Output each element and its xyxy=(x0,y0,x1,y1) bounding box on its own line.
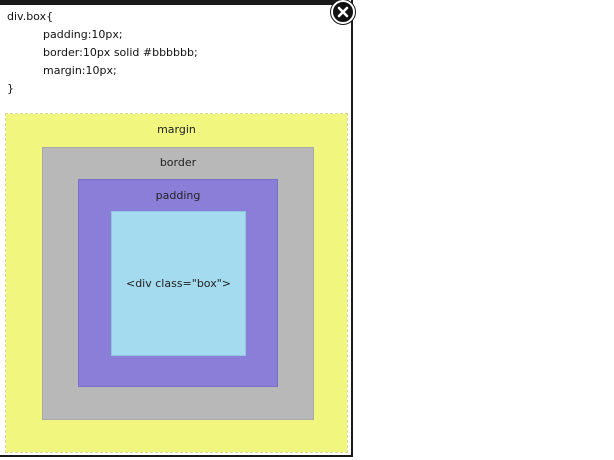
code-line-margin: margin:10px; xyxy=(43,64,117,77)
code-line-border: border:10px solid #bbbbbb; xyxy=(43,46,198,59)
content-area: <div class="box"> xyxy=(111,211,246,356)
margin-area: margin border padding <div class="box"> xyxy=(6,114,347,452)
css-code-block: div.box{ padding:10px; border:10px solid #… xyxy=(7,8,198,98)
code-line-padding: padding:10px; xyxy=(43,28,123,41)
border-label: border xyxy=(159,156,197,169)
close-icon xyxy=(337,6,349,18)
popup-top-bar xyxy=(0,0,343,5)
padding-area: padding <div class="box"> xyxy=(78,179,278,387)
margin-label: margin xyxy=(157,123,196,136)
code-close-brace: } xyxy=(7,82,14,95)
padding-label: padding xyxy=(155,189,201,202)
border-area: border padding <div class="box"> xyxy=(42,147,314,420)
content-label: <div class="box"> xyxy=(125,277,231,290)
close-button[interactable] xyxy=(331,0,355,24)
code-selector-line: div.box{ xyxy=(7,10,54,23)
popup-panel: div.box{ padding:10px; border:10px solid #… xyxy=(0,0,353,457)
box-model-diagram: margin border padding <div class="box"> xyxy=(5,113,348,453)
